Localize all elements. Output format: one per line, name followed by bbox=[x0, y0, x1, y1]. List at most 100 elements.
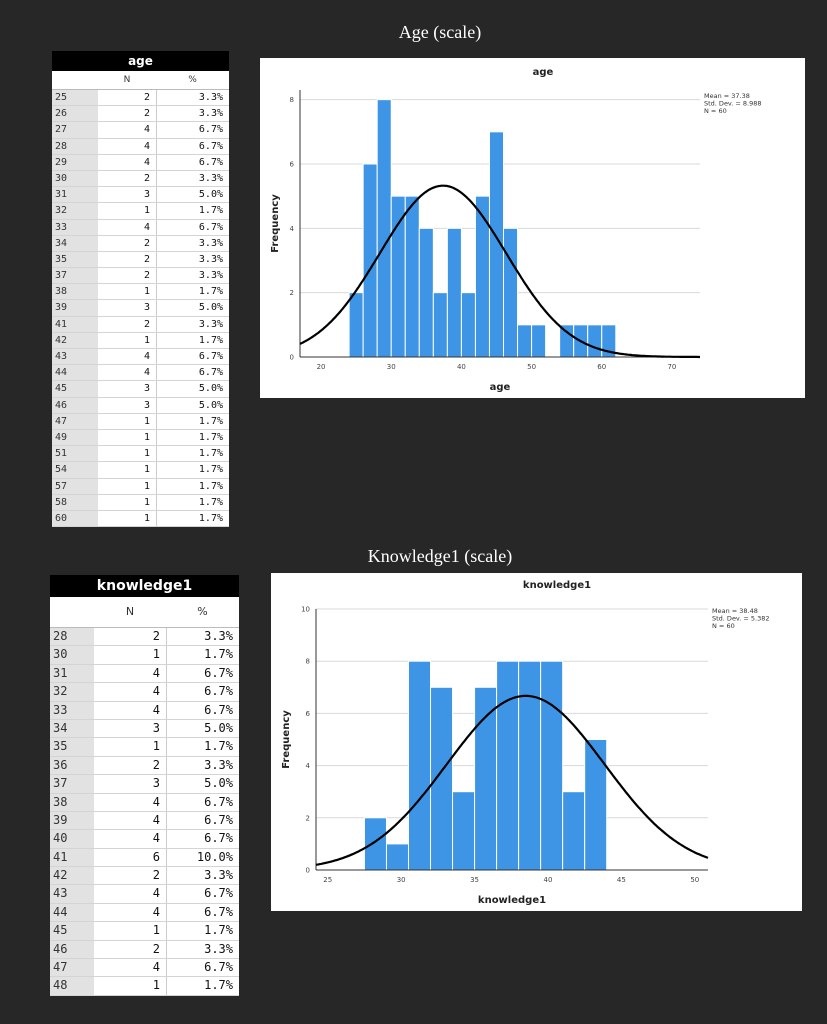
table-row: 38 4 6.7% bbox=[50, 793, 239, 812]
table-row: 34 2 3.3% bbox=[52, 235, 229, 252]
n-cell: 1 bbox=[152, 647, 160, 662]
x-tick-label: 70 bbox=[667, 363, 676, 371]
n-cell: 4 bbox=[152, 886, 160, 901]
table-row: 51 1 1.7% bbox=[52, 446, 229, 463]
percent-cell: 6.7% bbox=[156, 138, 229, 154]
percent-cell: 6.7% bbox=[166, 885, 239, 903]
value-cell: 51 bbox=[52, 446, 98, 462]
table-row: 25 2 3.3% bbox=[52, 90, 229, 107]
percent-cell: 3.3% bbox=[156, 251, 229, 268]
n-cell: 1 bbox=[143, 431, 150, 443]
knowledge1-histogram: 25 30 35 40 45 50 0 2 4 6 8 10 knowledge1 knowledge1 F… bbox=[281, 580, 770, 906]
table-row: 37 3 5.0% bbox=[50, 775, 239, 794]
value-cell: 45 bbox=[50, 922, 94, 940]
percent-cell: 1.7% bbox=[166, 977, 239, 995]
n-cell: 1 bbox=[143, 464, 150, 476]
n-cell: 4 bbox=[152, 702, 160, 717]
percent-cell: 3.3% bbox=[166, 756, 239, 775]
histogram-bar bbox=[562, 791, 586, 871]
value-cell: 31 bbox=[52, 187, 98, 203]
n-cell: 1 bbox=[152, 978, 160, 993]
value-column-header bbox=[52, 71, 98, 89]
value-cell: 57 bbox=[52, 478, 98, 494]
n-cell: 1 bbox=[143, 480, 150, 492]
value-cell: 44 bbox=[52, 365, 98, 381]
x-axis-label: knowledge1 bbox=[478, 895, 546, 906]
stats-line: N = 60 bbox=[704, 107, 727, 115]
percent-cell: 6.7% bbox=[156, 122, 229, 138]
n-cell: 4 bbox=[143, 221, 150, 233]
table-row: 27 4 6.7% bbox=[52, 122, 229, 139]
y-tick-label: 0 bbox=[290, 354, 294, 362]
histogram-bar bbox=[559, 324, 575, 358]
percent-column-header: % bbox=[188, 75, 197, 85]
histogram-bar bbox=[348, 292, 364, 358]
value-cell: 47 bbox=[50, 959, 94, 977]
percent-cell: 3.3% bbox=[156, 90, 229, 106]
percent-cell: 6.7% bbox=[166, 830, 239, 848]
n-cell: 1 bbox=[143, 205, 150, 217]
value-cell: 38 bbox=[50, 793, 94, 811]
y-axis-label: Frequency bbox=[270, 194, 281, 253]
value-cell: 37 bbox=[52, 268, 98, 284]
stats-line: N = 60 bbox=[712, 622, 735, 630]
n-cell: 2 bbox=[143, 108, 150, 120]
table-row: 42 1 1.7% bbox=[52, 332, 229, 349]
value-cell: 58 bbox=[52, 494, 98, 510]
value-cell: 34 bbox=[50, 719, 94, 738]
value-cell: 31 bbox=[50, 664, 94, 683]
table-title: knowledge1 bbox=[50, 575, 239, 597]
y-tick-label: 6 bbox=[306, 710, 311, 718]
table-row: 44 4 6.7% bbox=[50, 903, 239, 923]
percent-column-header: % bbox=[197, 605, 208, 618]
section-title-knowledge1: Knowledge1 (scale) bbox=[367, 546, 513, 566]
y-tick-label: 4 bbox=[306, 762, 311, 770]
percent-cell: 5.0% bbox=[156, 187, 229, 203]
table-row: 36 2 3.3% bbox=[50, 756, 239, 776]
table-row: 48 1 1.7% bbox=[50, 977, 239, 996]
histogram-bar bbox=[432, 292, 448, 358]
percent-cell: 1.7% bbox=[156, 446, 229, 462]
normal-curve bbox=[315, 694, 709, 866]
value-cell: 37 bbox=[50, 775, 94, 793]
value-cell: 33 bbox=[50, 701, 94, 719]
n-cell: 1 bbox=[143, 334, 150, 346]
table-row: 38 1 1.7% bbox=[52, 284, 229, 301]
histogram-bar bbox=[474, 195, 490, 358]
y-tick-label: 0 bbox=[306, 867, 310, 875]
histogram-bar bbox=[517, 324, 533, 358]
x-tick-label: 30 bbox=[397, 876, 406, 884]
x-axis-label: age bbox=[490, 382, 511, 393]
table-row: 28 2 3.3% bbox=[50, 628, 239, 647]
percent-cell: 5.0% bbox=[156, 397, 229, 413]
n-cell: 4 bbox=[143, 156, 150, 168]
value-cell: 28 bbox=[52, 138, 98, 154]
value-cell: 54 bbox=[52, 462, 98, 478]
histogram-bar bbox=[446, 227, 462, 358]
histogram-bar bbox=[503, 227, 519, 358]
table-row: 26 2 3.3% bbox=[52, 106, 229, 123]
stats-line: Std. Dev. = 5.382 bbox=[712, 615, 770, 623]
age-frequency-table: age N% 25 2 3.3% 26 2 3.3% 27 4 6.7% 28 4 6.7% 29 4 6.7%… bbox=[52, 51, 229, 528]
percent-cell: 6.7% bbox=[156, 219, 229, 235]
table-row: 31 3 5.0% bbox=[52, 187, 229, 204]
table-row: 46 2 3.3% bbox=[50, 940, 239, 960]
n-cell: 3 bbox=[143, 189, 150, 201]
age-histogram-panel: 20 30 40 50 60 70 0 2 4 6 8 age age Frequency Mean = 3… bbox=[260, 58, 805, 398]
histogram-bar bbox=[587, 324, 603, 358]
value-cell: 25 bbox=[52, 90, 98, 106]
value-cell: 36 bbox=[50, 756, 94, 775]
table-row: 58 1 1.7% bbox=[52, 494, 229, 511]
value-cell: 32 bbox=[52, 203, 98, 219]
value-cell: 27 bbox=[52, 122, 98, 138]
percent-cell: 1.7% bbox=[156, 462, 229, 478]
table-row: 35 2 3.3% bbox=[52, 251, 229, 269]
x-tick-label: 50 bbox=[527, 363, 536, 371]
table-row: 33 4 6.7% bbox=[50, 701, 239, 720]
percent-cell: 6.7% bbox=[156, 154, 229, 170]
table-row: 47 4 6.7% bbox=[50, 959, 239, 978]
value-cell: 41 bbox=[50, 848, 94, 867]
histogram-bar bbox=[518, 660, 542, 871]
value-cell: 35 bbox=[52, 251, 98, 268]
table-row: 35 1 1.7% bbox=[50, 738, 239, 757]
